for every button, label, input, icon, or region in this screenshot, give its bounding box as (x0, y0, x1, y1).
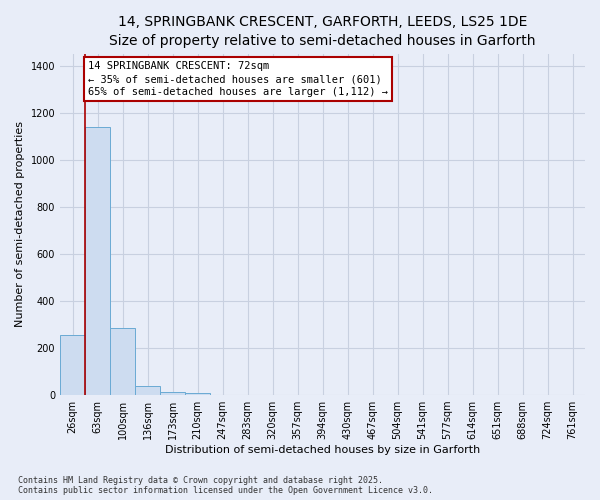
X-axis label: Distribution of semi-detached houses by size in Garforth: Distribution of semi-detached houses by … (165, 445, 480, 455)
Text: Contains HM Land Registry data © Crown copyright and database right 2025.
Contai: Contains HM Land Registry data © Crown c… (18, 476, 433, 495)
Title: 14, SPRINGBANK CRESCENT, GARFORTH, LEEDS, LS25 1DE
Size of property relative to : 14, SPRINGBANK CRESCENT, GARFORTH, LEEDS… (109, 15, 536, 48)
Text: 14 SPRINGBANK CRESCENT: 72sqm
← 35% of semi-detached houses are smaller (601)
65: 14 SPRINGBANK CRESCENT: 72sqm ← 35% of s… (88, 61, 388, 98)
Bar (85, 127, 110, 395)
Bar (185, 393, 210, 395)
Bar (160, 392, 185, 395)
Bar (60, 335, 85, 395)
Bar (135, 386, 160, 395)
Y-axis label: Number of semi-detached properties: Number of semi-detached properties (15, 122, 25, 328)
Bar (110, 328, 135, 395)
